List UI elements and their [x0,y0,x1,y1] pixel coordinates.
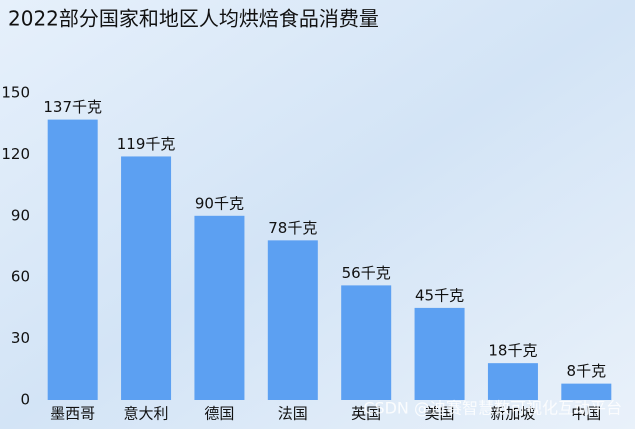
value-label: 78千克 [268,219,317,237]
value-label: 8千克 [567,362,607,380]
x-tick-label: 德国 [204,405,234,423]
bar [487,363,538,400]
x-tick-label: 新加坡 [490,405,535,423]
y-tick-label: 120 [1,145,30,163]
bar [194,215,245,400]
bar [121,156,172,400]
value-label: 90千克 [195,194,244,212]
value-label: 18千克 [488,342,537,360]
x-tick-label: 法国 [278,405,308,423]
x-tick-label: 中国 [571,405,601,423]
watermark: CSDN @迪赛智慧数可视化互动平台 [363,399,622,418]
value-label: 137千克 [43,98,102,116]
y-tick-label: 90 [11,206,30,224]
y-tick-label: 30 [11,329,30,347]
bar [267,240,318,400]
x-tick-label: 美国 [425,405,455,423]
value-label: 56千克 [342,264,391,282]
value-label: 45千克 [415,286,464,304]
y-tick-label: 150 [1,84,30,102]
y-tick-label: 0 [20,391,30,409]
x-tick-label: 英国 [351,405,381,423]
x-tick-label: 墨西哥 [50,405,95,423]
bar [47,119,98,401]
bar [414,307,465,400]
bar [341,285,392,400]
x-tick-label: 意大利 [124,405,169,423]
bar [561,383,612,400]
y-tick-label: 60 [11,268,30,286]
chart-title: 2022部分国家和地区人均烘焙食品消费量 [8,7,379,31]
value-label: 119千克 [117,135,176,153]
